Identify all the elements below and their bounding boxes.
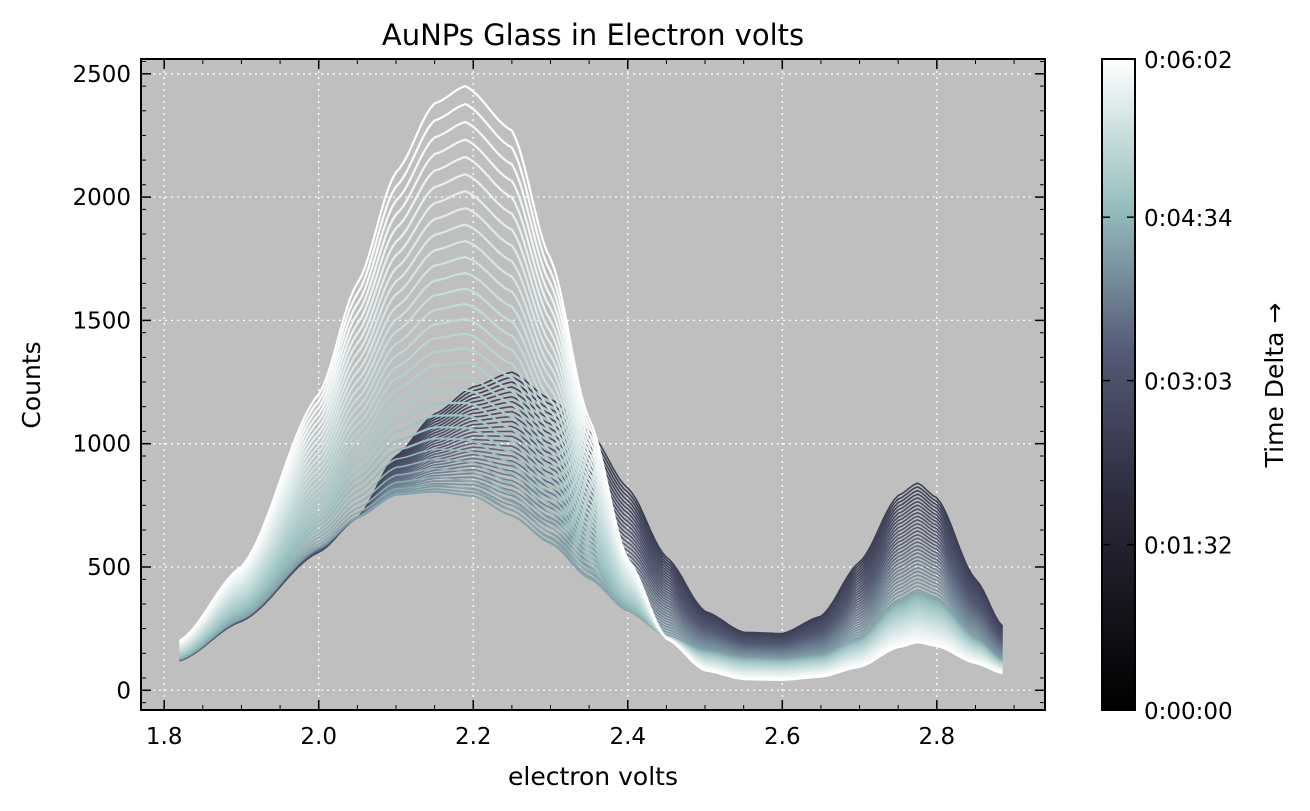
ticks: 1.8 2.0 2.2 2.4 2.6 2.8 0 500 1000 1500 2000 2500 (72, 59, 1045, 750)
y-tick-label: 2000 (72, 185, 131, 211)
x-tick-label: 2.0 (300, 724, 337, 750)
spectrum-line (179, 155, 1003, 678)
colorbar-label: Time Delta → (1260, 303, 1289, 469)
spectrum-line (178, 84, 1003, 682)
colorbar-ticks: 0:00:00 0:01:32 0:03:03 0:04:34 0:06:02 (1102, 48, 1233, 725)
y-tick-label: 1500 (72, 308, 131, 334)
colorbar (1101, 58, 1136, 711)
spectrum-line (178, 102, 1003, 681)
colorbar-tick-label: 0:04:34 (1144, 206, 1233, 232)
plot-frame (140, 58, 1046, 711)
chart-title: AuNPs Glass in Electron volts (382, 18, 804, 52)
y-tick-label: 2500 (72, 62, 131, 88)
spectrum-line (179, 173, 1003, 677)
colorbar-tick-label: 0:01:32 (1144, 534, 1233, 560)
x-tick-label: 2.8 (919, 724, 956, 750)
x-tick-label: 2.2 (455, 724, 492, 750)
y-tick-label: 1000 (72, 432, 131, 458)
spectrum-line (179, 138, 1003, 679)
colorbar-tick-label: 0:06:02 (1144, 48, 1233, 74)
x-tick-label: 2.6 (764, 724, 801, 750)
colorbar-tick-label: 0:03:03 (1144, 370, 1233, 396)
y-axis-label: Counts (17, 341, 46, 428)
spectrum-line (178, 120, 1003, 680)
colorbar-tick-label: 0:00:00 (1144, 699, 1233, 725)
x-tick-label: 1.8 (146, 724, 183, 750)
x-axis-label: electron volts (508, 762, 678, 791)
series-group (178, 84, 1004, 682)
spectrum-line (179, 190, 1003, 676)
x-tick-label: 2.4 (609, 724, 646, 750)
y-tick-label: 0 (116, 678, 131, 704)
spectrum-line (179, 223, 1003, 675)
y-tick-label: 500 (87, 555, 131, 581)
